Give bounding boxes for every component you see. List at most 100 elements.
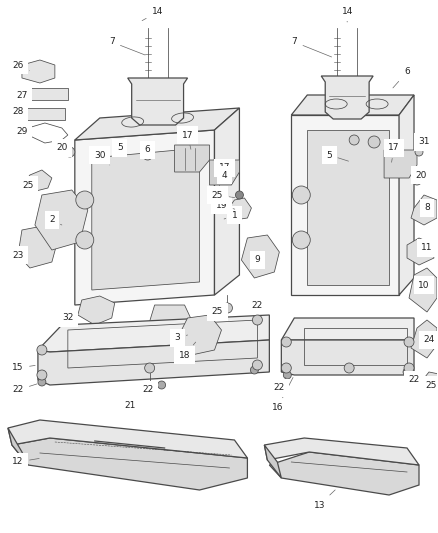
Text: 12: 12 [12,457,39,466]
Circle shape [368,136,380,148]
Polygon shape [12,438,247,490]
Polygon shape [8,428,28,465]
Text: 32: 32 [62,313,75,322]
Text: 22: 22 [252,301,263,310]
Text: 4: 4 [219,171,227,188]
Polygon shape [38,315,269,352]
Polygon shape [128,78,187,125]
Circle shape [37,345,47,355]
Circle shape [37,370,47,380]
Text: 14: 14 [342,7,353,22]
Circle shape [292,186,310,204]
Bar [103,165,117,173]
Circle shape [349,135,359,145]
Circle shape [251,366,258,374]
Text: 9: 9 [254,255,260,264]
Text: 6: 6 [145,146,151,155]
Text: 8: 8 [423,204,430,213]
Text: 10: 10 [418,280,430,289]
Polygon shape [209,160,240,185]
Text: 26: 26 [12,61,29,71]
Circle shape [76,231,94,249]
Text: 1: 1 [224,211,237,220]
Bar [357,158,371,166]
Polygon shape [22,170,52,192]
Polygon shape [265,445,281,478]
Circle shape [76,191,94,209]
Text: 15: 15 [12,364,35,373]
Polygon shape [409,268,437,312]
Circle shape [158,381,166,389]
Circle shape [281,337,291,347]
Polygon shape [18,225,58,268]
Text: 22: 22 [274,377,286,392]
Circle shape [292,231,310,249]
Text: 14: 14 [142,7,163,21]
Text: 2: 2 [49,215,62,225]
Polygon shape [384,150,417,178]
Text: 19: 19 [216,200,235,209]
Text: 27: 27 [16,91,29,100]
Polygon shape [307,130,389,285]
Text: 6: 6 [393,68,410,88]
Text: 7: 7 [109,37,145,55]
Text: 11: 11 [421,244,433,253]
Bar [357,168,371,176]
Polygon shape [269,452,419,495]
Polygon shape [291,95,414,115]
Circle shape [344,363,354,373]
Polygon shape [177,315,222,355]
Polygon shape [215,108,240,295]
Polygon shape [92,148,200,290]
Text: 5: 5 [326,150,349,161]
Circle shape [236,191,244,199]
Polygon shape [75,108,240,140]
Polygon shape [78,296,115,325]
Polygon shape [241,235,279,278]
Circle shape [281,363,291,373]
Text: 30: 30 [94,150,110,165]
Text: 22: 22 [408,376,420,384]
Bar [357,148,371,156]
Text: 7: 7 [291,37,332,57]
Text: 25: 25 [425,381,437,390]
Circle shape [283,371,291,379]
Text: 25: 25 [212,190,235,199]
Circle shape [415,148,423,156]
Polygon shape [175,145,209,172]
Text: 23: 23 [12,249,26,260]
Circle shape [145,363,155,373]
Text: 13: 13 [314,490,335,510]
Text: 18: 18 [179,342,196,359]
Polygon shape [399,95,414,295]
Circle shape [404,337,414,347]
Text: 31: 31 [418,138,430,147]
Circle shape [114,142,126,154]
Bar [103,155,117,163]
Circle shape [412,175,422,185]
Polygon shape [28,88,68,100]
Polygon shape [411,195,437,225]
Circle shape [252,315,262,325]
Text: 17: 17 [389,143,400,162]
Polygon shape [281,340,414,375]
Text: 17: 17 [182,131,193,149]
Polygon shape [75,130,215,305]
Polygon shape [8,420,247,458]
Circle shape [223,303,233,313]
Text: 29: 29 [16,127,29,136]
Polygon shape [227,198,251,220]
Circle shape [38,378,46,386]
Polygon shape [265,438,419,465]
Bar [103,175,117,183]
Circle shape [65,147,75,157]
Circle shape [403,368,411,376]
Text: 25: 25 [212,308,225,317]
Polygon shape [407,238,434,265]
Polygon shape [38,340,269,385]
Polygon shape [22,108,65,120]
Circle shape [252,360,262,370]
Polygon shape [22,60,55,83]
Polygon shape [321,76,373,119]
Text: 3: 3 [175,334,187,343]
